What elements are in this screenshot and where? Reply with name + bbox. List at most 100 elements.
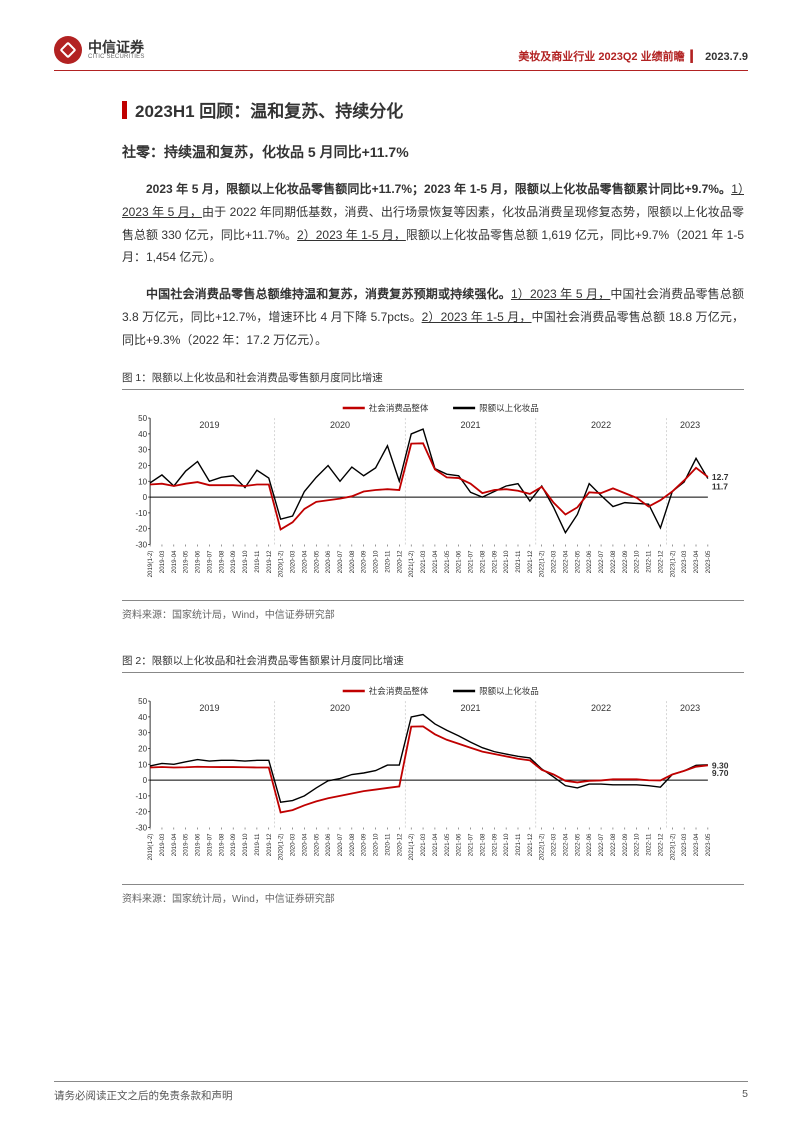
svg-text:2019-03: 2019-03 xyxy=(159,833,166,856)
svg-text:2021-08: 2021-08 xyxy=(479,833,486,856)
logo-block: 中信证券 CITIC SECURITIES xyxy=(54,36,145,64)
svg-text:限额以上化妆品: 限额以上化妆品 xyxy=(479,686,539,696)
svg-text:2022-04: 2022-04 xyxy=(562,550,569,573)
svg-text:2021(1-2): 2021(1-2) xyxy=(408,550,415,577)
svg-text:2023: 2023 xyxy=(680,420,700,430)
paragraph-1: 2023 年 5 月，限额以上化妆品零售额同比+11.7%；2023 年 1-5… xyxy=(122,178,744,269)
svg-text:2022-11: 2022-11 xyxy=(646,833,653,856)
svg-text:2021-03: 2021-03 xyxy=(420,550,427,573)
svg-text:2019: 2019 xyxy=(199,420,219,430)
svg-text:2021-08: 2021-08 xyxy=(479,550,486,573)
svg-text:2019-06: 2019-06 xyxy=(195,550,202,573)
svg-text:10: 10 xyxy=(138,761,147,770)
header-title: 美妆及商业行业 2023Q2 业绩前瞻 xyxy=(518,51,684,63)
svg-text:0: 0 xyxy=(143,493,148,502)
svg-text:2023-05: 2023-05 xyxy=(705,550,712,573)
svg-text:2021-06: 2021-06 xyxy=(456,833,463,856)
svg-text:2022(1-2): 2022(1-2) xyxy=(539,834,546,861)
svg-text:2020-10: 2020-10 xyxy=(373,833,380,856)
svg-text:-10: -10 xyxy=(135,792,147,801)
svg-text:2022-09: 2022-09 xyxy=(622,833,629,856)
svg-text:2020-03: 2020-03 xyxy=(290,550,297,573)
svg-text:2019-03: 2019-03 xyxy=(159,550,166,573)
para1-u2: 2）2023 年 1-5 月， xyxy=(297,228,406,242)
footer-left: 请务必阅读正文之后的免责条款和声明 xyxy=(54,1088,233,1103)
svg-text:2019-11: 2019-11 xyxy=(254,550,261,573)
svg-text:2019: 2019 xyxy=(199,703,219,713)
svg-text:2020-11: 2020-11 xyxy=(384,550,391,573)
logo-en: CITIC SECURITIES xyxy=(88,54,145,60)
paragraph-2: 中国社会消费品零售总额维持温和复苏，消费复苏预期或持续强化。1）2023 年 5… xyxy=(122,283,744,351)
svg-text:2022-03: 2022-03 xyxy=(551,550,558,573)
svg-text:2020-06: 2020-06 xyxy=(325,550,332,573)
svg-text:2019-07: 2019-07 xyxy=(206,833,213,856)
svg-text:2022-08: 2022-08 xyxy=(610,833,617,856)
svg-text:2019(1-2): 2019(1-2) xyxy=(147,550,154,577)
svg-text:11.7: 11.7 xyxy=(712,481,728,491)
svg-text:2020-04: 2020-04 xyxy=(301,833,308,856)
svg-text:10: 10 xyxy=(138,477,147,486)
svg-text:2020-07: 2020-07 xyxy=(337,550,344,573)
svg-text:12.7: 12.7 xyxy=(712,472,729,482)
para2-u1: 1）2023 年 5 月， xyxy=(511,287,610,301)
svg-text:2021-12: 2021-12 xyxy=(527,550,534,573)
section-h2: 社零：持续温和复苏，化妆品 5 月同比+11.7% xyxy=(122,142,744,162)
svg-text:2021: 2021 xyxy=(460,420,480,430)
svg-text:2022-11: 2022-11 xyxy=(646,550,653,573)
svg-text:2022-09: 2022-09 xyxy=(622,550,629,573)
svg-text:2021(1-2): 2021(1-2) xyxy=(408,834,415,861)
svg-text:-30: -30 xyxy=(135,540,147,549)
logo-cn: 中信证券 xyxy=(88,40,145,54)
svg-text:2023-04: 2023-04 xyxy=(693,833,700,856)
svg-text:2022-06: 2022-06 xyxy=(586,550,593,573)
svg-text:社会消费品整体: 社会消费品整体 xyxy=(369,403,429,413)
svg-text:2020-06: 2020-06 xyxy=(325,833,332,856)
fig2-source: 资料来源：国家统计局，Wind，中信证券研究部 xyxy=(122,884,744,905)
svg-text:2023-04: 2023-04 xyxy=(693,550,700,573)
svg-text:2019-10: 2019-10 xyxy=(242,550,249,573)
svg-text:2020: 2020 xyxy=(330,703,350,713)
footer-page-number: 5 xyxy=(742,1088,748,1103)
svg-text:2020-09: 2020-09 xyxy=(361,833,368,856)
svg-text:2022-05: 2022-05 xyxy=(574,550,581,573)
svg-text:2019-06: 2019-06 xyxy=(195,833,202,856)
h1-text: 2023H1 回顾：温和复苏、持续分化 xyxy=(135,97,403,122)
svg-text:2023-05: 2023-05 xyxy=(705,833,712,856)
fig2-caption: 图 2：限额以上化妆品和社会消费品零售额累计月度同比增速 xyxy=(122,649,744,673)
svg-text:2020-07: 2020-07 xyxy=(337,833,344,856)
svg-text:2020-03: 2020-03 xyxy=(290,833,297,856)
svg-text:2022-05: 2022-05 xyxy=(574,833,581,856)
svg-text:2021-05: 2021-05 xyxy=(444,833,451,856)
svg-text:20: 20 xyxy=(138,461,147,470)
para2-u2: 2）2023 年 1-5 月， xyxy=(422,310,532,324)
fig2-chart: -30-20-100102030405020192020202120222023… xyxy=(122,679,744,880)
svg-text:社会消费品整体: 社会消费品整体 xyxy=(369,686,429,696)
svg-text:2022: 2022 xyxy=(591,420,611,430)
svg-text:2022-12: 2022-12 xyxy=(657,833,664,856)
svg-text:2021-04: 2021-04 xyxy=(432,833,439,856)
fig1-svg: -30-20-100102030405020192020202120222023… xyxy=(122,396,744,597)
svg-text:2022: 2022 xyxy=(591,703,611,713)
svg-text:2020-12: 2020-12 xyxy=(396,550,403,573)
h1-bar-icon xyxy=(122,101,127,119)
svg-text:2021-03: 2021-03 xyxy=(420,833,427,856)
header-date: 2023.7.9 xyxy=(705,51,748,63)
svg-text:2021-07: 2021-07 xyxy=(468,550,475,573)
svg-text:30: 30 xyxy=(138,729,147,738)
svg-text:20: 20 xyxy=(138,745,147,754)
svg-text:2021-09: 2021-09 xyxy=(491,833,498,856)
svg-text:2021-05: 2021-05 xyxy=(444,550,451,573)
svg-text:2020-05: 2020-05 xyxy=(313,833,320,856)
svg-text:50: 50 xyxy=(138,697,147,706)
svg-text:2022-06: 2022-06 xyxy=(586,833,593,856)
fig1-chart: -30-20-100102030405020192020202120222023… xyxy=(122,396,744,597)
svg-text:2020(1-2): 2020(1-2) xyxy=(278,834,285,861)
fig1-caption: 图 1：限额以上化妆品和社会消费品零售额月度同比增速 xyxy=(122,366,744,390)
svg-text:2021-09: 2021-09 xyxy=(491,550,498,573)
svg-text:2019-08: 2019-08 xyxy=(218,833,225,856)
svg-text:40: 40 xyxy=(138,429,147,438)
svg-text:2022-12: 2022-12 xyxy=(657,550,664,573)
svg-text:2022-07: 2022-07 xyxy=(598,550,605,573)
page-footer: 请务必阅读正文之后的免责条款和声明 5 xyxy=(54,1081,748,1103)
para2-bold: 中国社会消费品零售总额维持温和复苏，消费复苏预期或持续强化。 xyxy=(146,287,511,301)
